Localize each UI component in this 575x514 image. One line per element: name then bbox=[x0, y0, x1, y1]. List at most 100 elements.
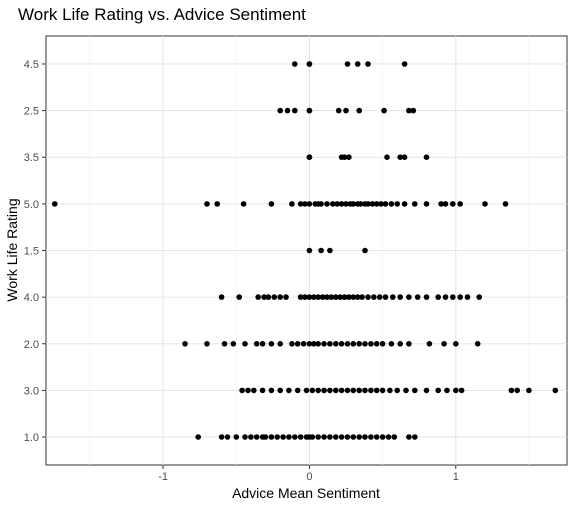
data-point bbox=[365, 294, 371, 300]
data-point bbox=[327, 247, 333, 254]
data-point bbox=[403, 387, 409, 394]
data-point bbox=[309, 434, 316, 440]
data-point bbox=[379, 387, 386, 394]
data-point bbox=[338, 341, 345, 347]
data-point bbox=[315, 294, 322, 300]
data-point bbox=[327, 341, 333, 347]
data-point bbox=[341, 154, 348, 160]
data-point bbox=[52, 201, 58, 207]
data-point bbox=[350, 341, 357, 347]
data-point bbox=[328, 294, 335, 300]
data-point bbox=[277, 387, 284, 394]
data-point bbox=[410, 107, 417, 114]
data-point bbox=[302, 201, 308, 207]
y-tick-label: 1.0 bbox=[24, 432, 39, 444]
data-point bbox=[379, 434, 386, 440]
data-point bbox=[204, 201, 210, 207]
data-point bbox=[412, 201, 418, 207]
data-point bbox=[343, 201, 349, 207]
data-point bbox=[289, 341, 295, 347]
data-point bbox=[218, 434, 225, 440]
data-point bbox=[344, 434, 351, 440]
data-point bbox=[382, 294, 389, 300]
data-point bbox=[356, 107, 363, 114]
data-point bbox=[378, 201, 384, 207]
data-point bbox=[214, 201, 220, 207]
data-point bbox=[239, 387, 245, 394]
data-point bbox=[350, 294, 357, 300]
data-point bbox=[253, 434, 260, 440]
data-point bbox=[391, 434, 398, 440]
data-point bbox=[306, 201, 313, 207]
data-point bbox=[289, 201, 295, 207]
y-axis-label: Work Life Rating bbox=[4, 198, 20, 301]
data-point bbox=[444, 387, 450, 394]
data-point bbox=[401, 154, 408, 160]
data-point bbox=[373, 387, 380, 394]
data-point bbox=[401, 61, 408, 67]
data-point bbox=[333, 294, 339, 300]
data-point bbox=[277, 294, 284, 300]
data-point bbox=[204, 341, 210, 347]
data-point bbox=[333, 434, 339, 440]
data-point bbox=[394, 201, 401, 207]
data-point bbox=[255, 294, 261, 300]
data-point bbox=[442, 294, 449, 300]
data-point bbox=[294, 387, 301, 394]
y-tick-label: 5.0 bbox=[24, 199, 39, 211]
data-point bbox=[350, 201, 357, 207]
data-point bbox=[333, 387, 339, 394]
data-point bbox=[341, 294, 348, 300]
data-point bbox=[327, 387, 333, 394]
data-point bbox=[435, 294, 442, 300]
data-point bbox=[406, 341, 412, 347]
data-point bbox=[292, 434, 298, 440]
data-point bbox=[457, 294, 464, 300]
data-point bbox=[464, 294, 471, 300]
data-point bbox=[233, 434, 240, 440]
data-point bbox=[382, 201, 389, 207]
data-point bbox=[414, 294, 421, 300]
data-point bbox=[362, 341, 368, 347]
data-point bbox=[357, 201, 364, 207]
data-point bbox=[315, 341, 322, 347]
data-point bbox=[306, 61, 313, 67]
data-point bbox=[327, 434, 333, 440]
data-point bbox=[453, 387, 459, 394]
data-point bbox=[381, 107, 387, 114]
data-point bbox=[368, 434, 374, 440]
data-point bbox=[401, 201, 408, 207]
data-point bbox=[253, 341, 260, 347]
data-point bbox=[344, 341, 351, 347]
data-point bbox=[338, 387, 345, 394]
data-point bbox=[330, 201, 336, 207]
data-point bbox=[394, 387, 401, 394]
data-point bbox=[406, 107, 412, 114]
y-tick-label: 4.0 bbox=[24, 292, 39, 304]
data-point bbox=[482, 201, 488, 207]
data-point bbox=[259, 387, 266, 394]
data-point bbox=[397, 154, 404, 160]
data-point bbox=[356, 434, 363, 440]
data-point bbox=[261, 294, 267, 300]
data-point bbox=[350, 434, 357, 440]
data-point bbox=[344, 387, 351, 394]
y-tick-label: 3.0 bbox=[24, 385, 39, 397]
data-point bbox=[476, 294, 483, 300]
data-point bbox=[302, 294, 308, 300]
data-point bbox=[406, 434, 412, 440]
data-point bbox=[526, 387, 532, 394]
data-point bbox=[306, 341, 313, 347]
data-point bbox=[334, 201, 341, 207]
data-point bbox=[373, 201, 380, 207]
data-point bbox=[344, 61, 351, 67]
data-point bbox=[406, 294, 412, 300]
data-point bbox=[457, 201, 464, 207]
data-point bbox=[354, 61, 361, 67]
data-point bbox=[423, 294, 430, 300]
data-point bbox=[338, 201, 345, 207]
data-point bbox=[412, 434, 418, 440]
x-axis-ticks: -1 0 1 bbox=[158, 465, 459, 483]
data-point bbox=[268, 201, 275, 207]
data-point bbox=[450, 201, 456, 207]
